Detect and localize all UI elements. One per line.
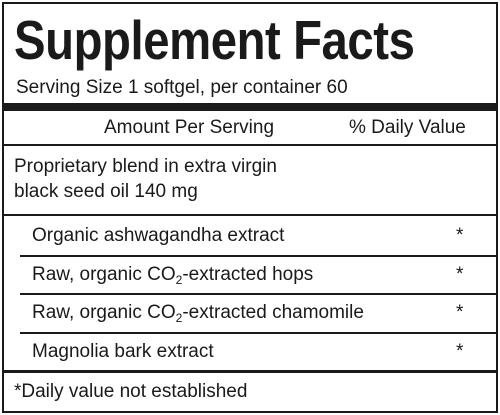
name-part: Organic ashwagandha extract [32,225,285,246]
ingredient-name: Magnolia bark extract [32,341,214,363]
daily-value: * [456,302,464,323]
rule [4,370,496,373]
ingredient-name: Raw, organic CO2-extracted hops [32,264,313,286]
name-part: Raw, organic CO [32,263,176,285]
rule [20,331,496,334]
name-part: Magnolia bark extract [32,340,214,362]
ingredient-name: Raw, organic CO2-extracted chamomile [32,302,364,324]
thick-rule [4,103,496,111]
name-part: -extracted hops [182,263,314,285]
serving-size: Serving Size 1 softgel, per container 60 [16,77,348,98]
daily-value-header: % Daily Value [349,117,466,138]
subscript: 2 [175,272,183,287]
subscript: 2 [175,311,183,325]
rule [4,144,496,146]
amount-header: Amount Per Serving [104,117,275,138]
daily-value: * [456,225,464,246]
rule [20,293,496,295]
rule [4,214,496,216]
footnote: *Daily value not established [14,381,248,402]
blend-line: Proprietary blend in extra virgin [14,156,277,177]
daily-value: * [456,263,464,285]
daily-value: * [456,340,464,362]
rule [20,254,496,257]
ingredient-name: Organic ashwagandha extract [32,225,284,247]
name-part: -extracted chamomile [182,302,364,323]
title: Supplement Facts [14,9,415,71]
name-part: Raw, organic CO [32,302,176,323]
blend-line: black seed oil 140 mg [14,181,198,202]
